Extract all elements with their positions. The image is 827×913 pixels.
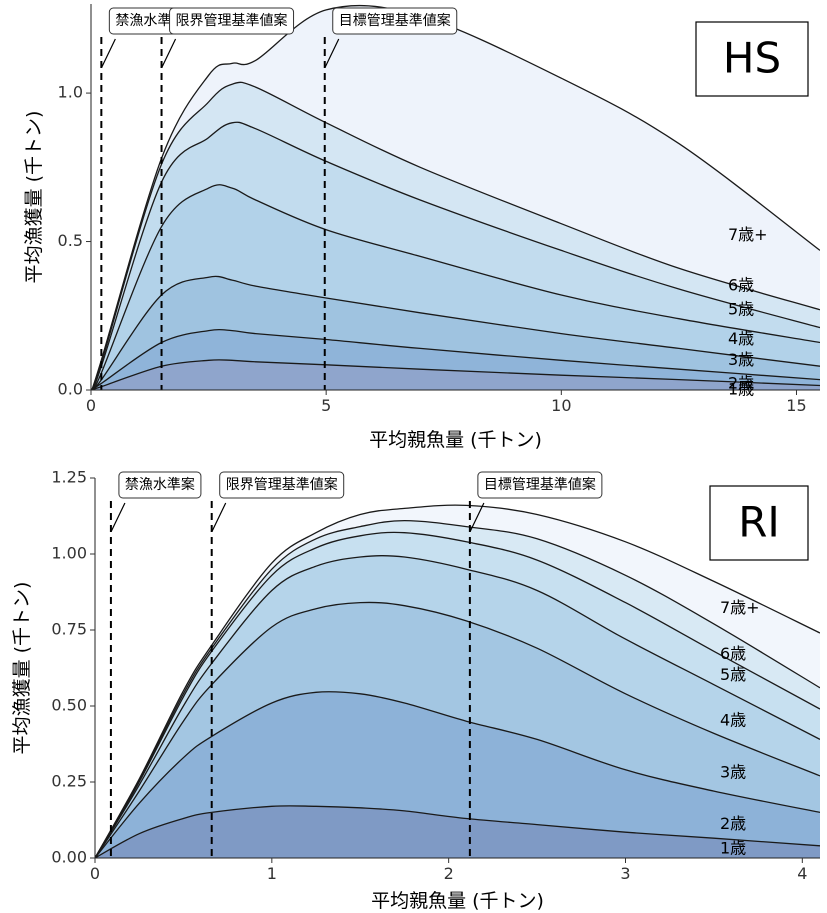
reference-label-box-3 xyxy=(477,471,603,499)
x-tick-label-3: 15 xyxy=(786,396,806,415)
series-line-7 xyxy=(95,504,820,858)
reference-label-box-2 xyxy=(169,7,295,35)
reference-leader-3 xyxy=(324,38,340,68)
series-line-5 xyxy=(95,531,820,858)
area-1 xyxy=(95,805,820,858)
series-line-5 xyxy=(91,121,820,390)
reference-label-3: 目標管理基準値案 xyxy=(339,12,451,29)
plot-area xyxy=(91,4,820,390)
series-line-1 xyxy=(95,805,820,858)
x-tick-label-1: 5 xyxy=(321,396,331,415)
series-line-3 xyxy=(95,601,820,858)
age-label-3: 5歳 xyxy=(720,665,746,684)
age-label-4: 4歳 xyxy=(720,711,746,730)
y-tick-label-2: 1.0 xyxy=(58,83,83,102)
panel-badge-box xyxy=(695,21,809,97)
panel-badge-label: RI xyxy=(738,498,780,547)
age-label-3: 5歳 xyxy=(728,299,754,318)
reference-leader-3 xyxy=(469,502,485,532)
age-label-6: 2歳 xyxy=(720,814,746,833)
y-tick-label-2: 0.50 xyxy=(51,696,87,715)
reference-leader-1 xyxy=(110,502,126,532)
reference-leader-2 xyxy=(211,502,227,532)
reference-label-2: 限界管理基準値案 xyxy=(226,476,338,493)
series-line-4 xyxy=(95,555,820,858)
reference-leader-1 xyxy=(101,38,116,68)
reference-label-1: 禁漁水準案 xyxy=(125,476,195,493)
x-tick-label-0: 0 xyxy=(86,396,96,415)
x-tick-label-3: 3 xyxy=(620,864,630,883)
series-line-1 xyxy=(91,359,820,390)
series-line-6 xyxy=(91,81,820,390)
age-label-2: 6歳 xyxy=(728,276,754,295)
series-line-3 xyxy=(91,275,820,390)
y-tick-label-5: 1.25 xyxy=(51,468,87,487)
series-line-4 xyxy=(91,184,820,390)
series-line-6 xyxy=(95,519,820,858)
reference-label-3: 目標管理基準値案 xyxy=(484,476,596,493)
area-1 xyxy=(91,359,820,390)
age-label-5: 3歳 xyxy=(720,762,746,781)
panel-badge-box xyxy=(709,485,809,561)
y-tick-label-0: 0.0 xyxy=(58,380,83,399)
age-label-2: 6歳 xyxy=(720,644,746,663)
x-tick-label-4: 4 xyxy=(797,864,807,883)
x-axis-label: 平均親魚量 (千トン) xyxy=(369,429,542,451)
chart-panel-ri: 禁漁水準案 限界管理基準値案 目標管理基準値案 0 1 2 3 4 0.00 0.25 0.50 0.… xyxy=(11,468,820,912)
reference-label-box-3 xyxy=(332,7,458,35)
x-tick-label-0: 0 xyxy=(90,864,100,883)
plot-area xyxy=(95,501,820,858)
x-tick-label-2: 10 xyxy=(551,396,571,415)
x-axis-label: 平均親魚量 (千トン) xyxy=(371,890,544,912)
reference-label-2: 限界管理基準値案 xyxy=(176,12,288,29)
age-label-1: 7歳+ xyxy=(728,225,768,244)
age-label-7: 1歳 xyxy=(720,838,746,857)
age-label-6: 2歳 xyxy=(728,374,754,393)
y-axis-label: 平均漁獲量 (千トン) xyxy=(23,111,45,284)
panel-badge-label: HS xyxy=(723,34,781,83)
y-tick-label-3: 0.75 xyxy=(51,620,87,639)
y-axis-label: 平均漁獲量 (千トン) xyxy=(11,582,33,755)
y-tick-label-4: 1.00 xyxy=(51,544,87,563)
age-label-1: 7歳+ xyxy=(720,598,760,617)
age-label-4: 4歳 xyxy=(728,329,754,348)
y-tick-label-1: 0.5 xyxy=(58,231,83,250)
series-line-2 xyxy=(91,328,820,390)
age-label-7: 1歳 xyxy=(728,380,754,399)
x-tick-label-2: 2 xyxy=(444,864,454,883)
y-tick-label-1: 0.25 xyxy=(51,772,87,791)
age-label-5: 3歳 xyxy=(728,350,754,369)
y-tick-label-0: 0.00 xyxy=(51,848,87,867)
x-tick-label-1: 1 xyxy=(267,864,277,883)
reference-leader-2 xyxy=(161,38,177,68)
series-line-7 xyxy=(91,4,820,390)
series-line-2 xyxy=(95,691,820,858)
reference-label-1: 禁漁水準案 xyxy=(115,12,185,29)
reference-label-box-2 xyxy=(219,471,345,499)
reference-label-box-1 xyxy=(118,471,202,499)
